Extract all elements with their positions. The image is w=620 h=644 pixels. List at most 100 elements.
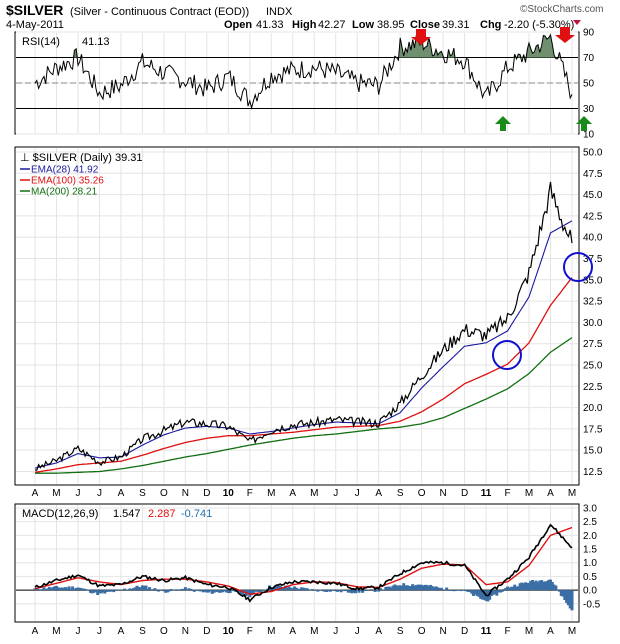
x-tick-label: M <box>267 488 275 499</box>
y-tick-label: 27.5 <box>583 339 603 350</box>
y-tick-label: 3.0 <box>583 504 597 515</box>
y-tick-label: 70 <box>583 53 595 64</box>
macd-hist-bar <box>440 588 443 590</box>
macd-hist-bar <box>168 590 171 591</box>
x-tick-label: J <box>97 626 102 637</box>
macd-hist-bar <box>178 590 181 591</box>
y-tick-label: 45.0 <box>583 190 603 201</box>
macd-hist-bar <box>463 589 466 590</box>
brand-logo: ©StockCharts.com <box>520 4 604 15</box>
x-tick-label: A <box>32 488 39 499</box>
y-tick-label: -0.5 <box>583 599 601 610</box>
x-tick-label: J <box>75 488 80 499</box>
x-tick-label: M <box>568 488 576 499</box>
macd-signal-value: 2.287 <box>148 508 176 520</box>
x-tick-label: M <box>52 488 60 499</box>
low-label: Low <box>352 19 374 31</box>
x-tick-label: D <box>203 626 210 637</box>
y-tick-label: 2.0 <box>583 531 597 542</box>
x-tick-label: N <box>182 626 189 637</box>
macd-hist-bar <box>313 589 316 590</box>
x-tick-label: M <box>310 488 318 499</box>
instrument-name: (Silver - Continuous Contract (EOD)) <box>70 6 249 18</box>
x-tick-label: F <box>247 488 253 499</box>
x-tick-label: A <box>118 488 125 499</box>
macd-hist-bar <box>159 590 162 591</box>
macd-hist-bar <box>112 590 115 592</box>
x-tick-label: J <box>355 626 360 637</box>
y-tick-label: 10 <box>583 130 595 141</box>
x-tick-label: J <box>75 626 80 637</box>
x-tick-label: F <box>505 488 511 499</box>
y-tick-label: 12.5 <box>583 467 603 478</box>
y-tick-label: 30 <box>583 104 595 115</box>
y-tick-label: 20.0 <box>583 403 603 414</box>
legend-entry: ⊥ $SILVER (Daily) 39.31 <box>20 152 142 164</box>
x-tick-label: M <box>525 626 533 637</box>
y-tick-label: 90 <box>583 28 595 39</box>
x-tick-label: M <box>525 488 533 499</box>
quote-bar: Open 41.33 High 42.27 Low 38.95 Close 39… <box>224 19 574 31</box>
y-tick-label: 0.0 <box>583 586 597 597</box>
x-tick-label: N <box>440 488 447 499</box>
x-tick-label: D <box>461 626 468 637</box>
high-label: High <box>292 19 317 31</box>
x-tick-label: S <box>139 626 146 637</box>
x-tick-label: J <box>97 488 102 499</box>
y-tick-label: 1.5 <box>583 545 597 556</box>
macd-hist-bar <box>354 590 357 593</box>
open-value: 41.33 <box>256 19 284 31</box>
macd-hist-bar <box>377 590 380 591</box>
x-tick-label: M <box>310 626 318 637</box>
x-tick-label: A <box>375 626 382 637</box>
y-tick-label: 30.0 <box>583 318 603 329</box>
x-tick-label: 10 <box>223 488 235 499</box>
x-tick-label: A <box>32 626 39 637</box>
x-tick-label: A <box>118 626 125 637</box>
x-tick-label: F <box>247 626 253 637</box>
macd-hist-bar <box>331 590 334 591</box>
macd-hist-bar <box>153 588 156 590</box>
macd-hist-bar <box>316 590 319 592</box>
legend-entry: EMA(28) 41.92 <box>31 165 99 176</box>
y-tick-label: 22.5 <box>583 382 603 393</box>
macd-hist-bar <box>336 590 339 592</box>
high-value: 42.27 <box>318 19 346 31</box>
macd-hist-bar <box>454 590 457 591</box>
macd-hist-bar <box>259 590 262 592</box>
x-tick-label: O <box>160 626 168 637</box>
x-tick-label: N <box>182 488 189 499</box>
x-tick-label: 11 <box>481 488 492 499</box>
x-tick-label: O <box>418 626 426 637</box>
y-tick-label: 47.5 <box>583 169 603 180</box>
macd-hist-bar <box>571 590 574 610</box>
x-tick-label: 11 <box>481 626 492 637</box>
x-tick-label: J <box>355 488 360 499</box>
x-tick-label: F <box>505 626 511 637</box>
macd-hist-bar <box>193 590 196 592</box>
y-tick-label: 15.0 <box>583 446 603 457</box>
x-tick-label: O <box>160 488 168 499</box>
close-value: 39.31 <box>442 19 470 31</box>
x-tick-label: D <box>461 488 468 499</box>
exchange: INDX <box>266 6 293 18</box>
macd-hist-value: -0.741 <box>181 508 212 520</box>
x-tick-label: M <box>52 626 60 637</box>
x-tick-label: A <box>289 626 296 637</box>
x-tick-label: O <box>418 488 426 499</box>
macd-label: MACD(12,26,9) 1.547 2.287 -0.741 <box>22 508 212 520</box>
macd-hist-bar <box>343 590 346 591</box>
x-tick-label: 10 <box>223 626 235 637</box>
y-tick-label: 2.5 <box>583 517 597 528</box>
x-tick-label: J <box>333 626 338 637</box>
x-tick-label: D <box>203 488 210 499</box>
x-tick-label: A <box>375 488 382 499</box>
macd-hist-bar <box>447 590 450 591</box>
y-tick-label: 1.0 <box>583 558 597 569</box>
chg-label: Chg <box>480 19 501 31</box>
x-tick-label: M <box>568 626 576 637</box>
rsi-value: 41.13 <box>82 36 110 48</box>
x-tick-label: S <box>397 488 404 499</box>
